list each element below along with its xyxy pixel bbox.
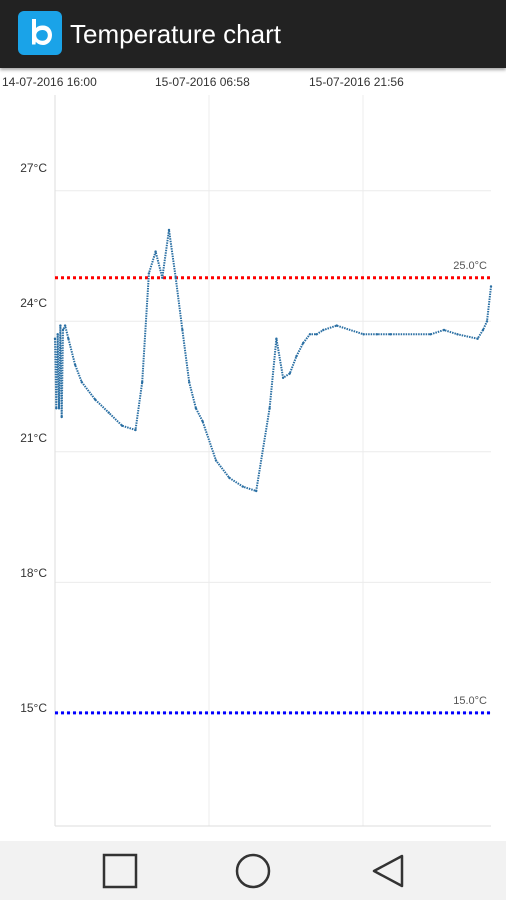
data-point [194, 407, 198, 410]
data-point [429, 333, 432, 336]
data-point [80, 381, 84, 384]
data-point [485, 320, 489, 323]
data-point [73, 363, 77, 366]
data-point [275, 337, 278, 340]
navigation-bar [0, 841, 506, 900]
temperature-series [53, 228, 493, 493]
x-tick-label: 15-07-2016 21:56 [309, 75, 404, 89]
y-tick-label: 18°C [20, 566, 47, 580]
data-point [489, 285, 493, 288]
data-point [59, 324, 62, 327]
y-axis: 27°C 24°C 21°C 18°C 15°C [20, 161, 47, 715]
data-point [295, 354, 298, 358]
b-app-icon[interactable] [18, 11, 62, 55]
threshold-lines: 25.0°C 15.0°C [55, 260, 491, 715]
data-point [55, 407, 58, 410]
triangle-back-icon[interactable] [368, 851, 408, 891]
y-tick-label: 24°C [20, 296, 47, 310]
x-tick-label: 14-07-2016 16:00 [2, 75, 97, 89]
data-point [255, 489, 258, 493]
data-point [181, 328, 184, 332]
temperature-chart: 27°C 24°C 21°C 18°C 15°C 14-07-2016 16:0… [2, 75, 493, 827]
data-point [476, 337, 479, 340]
data-point [188, 381, 191, 384]
x-tick-label: 15-07-2016 06:58 [155, 75, 250, 89]
square-icon[interactable] [100, 851, 140, 891]
data-point [67, 337, 70, 340]
data-point [174, 276, 177, 279]
data-point [167, 228, 171, 232]
data-point [147, 272, 151, 275]
y-tick-label: 21°C [20, 431, 47, 445]
x-axis: 14-07-2016 16:00 15-07-2016 06:58 15-07-… [2, 75, 404, 89]
data-point [335, 324, 338, 327]
data-point [161, 276, 164, 279]
data-point [288, 372, 291, 375]
data-point [53, 337, 57, 340]
data-point [281, 376, 285, 379]
data-point [141, 381, 144, 384]
data-point [268, 407, 271, 410]
data-point [442, 328, 446, 332]
data-point [241, 485, 244, 488]
data-point [60, 415, 63, 419]
chart-grid [54, 95, 491, 827]
data-point [481, 328, 485, 332]
data-point [154, 250, 157, 253]
data-point [302, 341, 305, 345]
circle-icon[interactable] [233, 851, 273, 891]
data-point [107, 411, 110, 414]
data-point [456, 333, 459, 336]
data-point [214, 459, 218, 462]
min-threshold-label: 15.0°C [453, 695, 487, 707]
data-point [315, 333, 318, 336]
max-threshold-label: 25.0°C [453, 260, 487, 272]
data-point [61, 328, 65, 332]
data-point [134, 428, 137, 432]
data-point [389, 333, 392, 336]
data-point [63, 324, 67, 327]
data-point [94, 398, 97, 401]
data-point [362, 333, 365, 336]
data-point [201, 420, 204, 423]
app-bar: Temperature chart [0, 0, 506, 68]
data-point [57, 407, 61, 410]
data-point [375, 333, 379, 336]
y-tick-label: 27°C [20, 161, 47, 175]
data-point [308, 333, 312, 336]
data-point [322, 328, 325, 332]
data-point [120, 424, 124, 427]
y-tick-label: 15°C [20, 701, 47, 715]
data-point [56, 333, 59, 336]
page-title: Temperature chart [70, 19, 281, 49]
data-point [228, 476, 231, 480]
